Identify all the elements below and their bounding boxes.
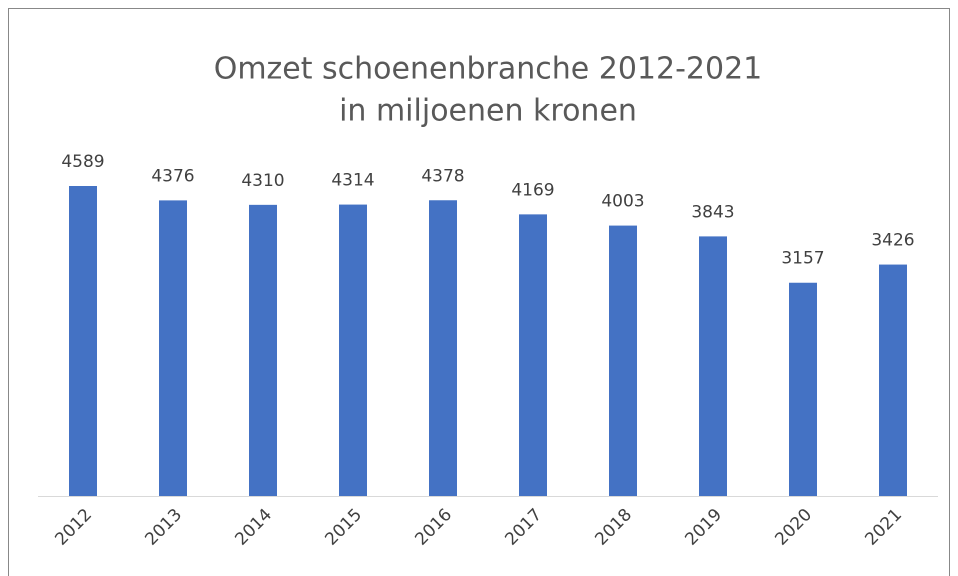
bar: [429, 200, 457, 496]
data-label: 3157: [781, 249, 824, 269]
chart-title: Omzet schoenenbranche 2012-2021: [214, 52, 763, 87]
bar: [609, 225, 637, 496]
data-label: 4003: [601, 192, 644, 212]
bar: [69, 186, 97, 496]
data-label: 4169: [511, 180, 554, 200]
bar: [339, 204, 367, 496]
data-label: 3843: [691, 202, 734, 222]
data-label: 4589: [61, 152, 104, 172]
data-label: 4314: [331, 171, 374, 191]
bar: [699, 236, 727, 497]
bar: [879, 264, 907, 496]
data-label: 4310: [241, 171, 284, 191]
bar: [249, 204, 277, 497]
bar: [789, 282, 817, 496]
bar: [519, 214, 547, 496]
chart-subtitle: in miljoenen kronen: [339, 94, 637, 129]
bar: [159, 200, 187, 497]
data-label: 4378: [421, 166, 464, 186]
data-label: 4376: [151, 166, 194, 186]
data-label: 3426: [871, 231, 914, 251]
